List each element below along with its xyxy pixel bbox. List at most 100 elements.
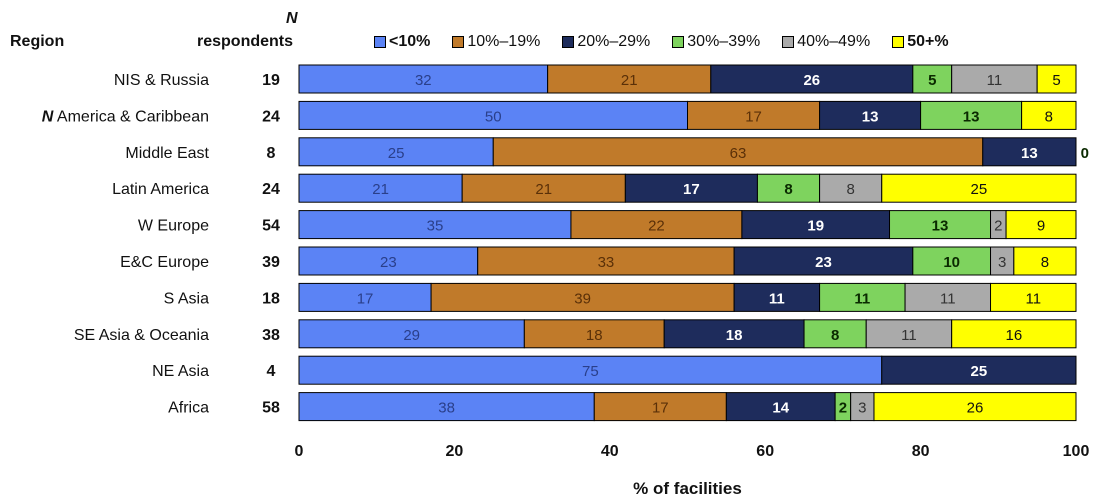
data-label-latin-america-30-39: 8 [784, 181, 792, 198]
data-label-s-asia-50: 11 [1025, 290, 1041, 307]
bar-segment-n-america-and-caribbean-30-39 [920, 100, 1023, 130]
data-label-latin-america-10-19: 21 [535, 181, 552, 198]
data-label-africa-30-39: 2 [839, 400, 847, 417]
legend-label: 40%–49% [797, 33, 871, 50]
legend-label: <10% [389, 33, 431, 50]
data-label-s-asia-10: 17 [357, 290, 374, 307]
respondent-count-middle-east: 8 [267, 145, 276, 162]
x-tick-label-80: 80 [912, 443, 930, 460]
legend-label: 10%–19% [467, 33, 541, 50]
bar-segment-nis-and-russia-30-39 [912, 64, 953, 94]
category-label-ne-asia: NE Asia [152, 363, 209, 380]
category-label-se-asia-and-oceania: SE Asia & Oceania [74, 327, 209, 344]
bar-segment-s-asia-20-29 [733, 282, 821, 312]
bar-segment-middle-east-10-19 [492, 137, 984, 167]
bar-segment-africa-20-29 [725, 392, 836, 422]
category-label-w-europe: W Europe [138, 218, 209, 235]
x-tick-label-40: 40 [601, 443, 619, 460]
legend-label: 50+% [907, 33, 949, 50]
bar-segment-w-europe-20-29 [741, 210, 891, 240]
data-label-s-asia-40-49: 11 [940, 290, 956, 307]
data-label-n-america-and-caribbean-30-39: 13 [963, 108, 980, 125]
bar-segment-middle-east-10 [298, 137, 494, 167]
respondents-header: respondents [197, 33, 294, 50]
bar-segment-s-asia-10 [298, 282, 432, 312]
data-label-n-america-and-caribbean-50: 8 [1045, 108, 1053, 125]
x-tick-label-100: 100 [1063, 443, 1090, 460]
data-label-n-america-and-caribbean-10: 50 [485, 108, 502, 125]
data-label-w-europe-10: 35 [427, 218, 444, 235]
x-axis-label: % of facilities [633, 479, 742, 498]
category-label-middle-east: Middle East [125, 145, 209, 162]
bar-segment-nis-and-russia-40-49 [951, 64, 1038, 94]
bar-segment-w-europe-30-39 [889, 210, 992, 240]
bar-segment-africa-10-19 [593, 392, 727, 422]
bar-segment-n-america-and-caribbean-20-29 [819, 100, 922, 130]
data-label-nis-and-russia-50: 5 [1052, 72, 1060, 89]
data-label-nis-and-russia-30-39: 5 [928, 72, 936, 89]
respondent-count-n-america-and-caribbean: 24 [262, 108, 280, 125]
category-label-africa: Africa [168, 400, 209, 417]
data-label-se-asia-and-oceania-10-19: 18 [586, 327, 603, 344]
bar-segment-eandc-europe-20-29 [733, 246, 914, 276]
legend-item-10-19: 10%–19% [452, 33, 540, 51]
data-label-middle-east-30-39: 0 [1081, 145, 1089, 162]
legend-label: 30%–39% [687, 33, 761, 50]
data-label-eandc-europe-30-39: 10 [943, 254, 960, 271]
data-label-se-asia-and-oceania-50: 16 [1005, 327, 1022, 344]
respondent-count-africa: 58 [262, 400, 280, 417]
data-label-se-asia-and-oceania-10: 29 [403, 327, 420, 344]
legend-swatch [782, 36, 795, 48]
data-label-africa-10-19: 17 [652, 400, 669, 417]
legend-swatch [562, 36, 575, 48]
x-tick-label-60: 60 [756, 443, 774, 460]
data-label-africa-40-49: 3 [858, 400, 866, 417]
region-header: Region [10, 33, 65, 50]
data-label-eandc-europe-10-19: 33 [598, 254, 615, 271]
bar-segment-n-america-and-caribbean-10 [298, 100, 688, 130]
data-label-nis-and-russia-20-29: 26 [803, 72, 820, 89]
data-label-s-asia-30-39: 11 [854, 290, 870, 307]
bar-segment-eandc-europe-30-39 [912, 246, 992, 276]
bar-segment-se-asia-and-oceania-10 [298, 319, 525, 349]
bar-segment-se-asia-and-oceania-50 [951, 319, 1077, 349]
data-label-se-asia-and-oceania-40-49: 11 [901, 327, 917, 344]
legend-item-10: <10% [374, 33, 430, 51]
data-label-s-asia-10-19: 39 [574, 290, 591, 307]
respondent-count-latin-america: 24 [262, 181, 280, 198]
data-label-w-europe-10-19: 22 [648, 218, 665, 235]
data-label-africa-10: 38 [438, 400, 455, 417]
bar-segment-s-asia-50 [990, 282, 1077, 312]
category-label-n-america-and-caribbean: N America & Caribbean [42, 108, 209, 125]
category-label-eandc-europe: E&C Europe [120, 254, 209, 271]
data-label-latin-america-20-29: 17 [683, 181, 700, 198]
bar-segment-n-america-and-caribbean-50 [1021, 100, 1077, 130]
data-label-nis-and-russia-40-49: 11 [987, 72, 1003, 89]
respondent-count-w-europe: 54 [262, 218, 280, 235]
bar-segment-eandc-europe-10 [298, 246, 479, 276]
data-label-ne-asia-20-29: 25 [971, 363, 988, 380]
data-label-w-europe-30-39: 13 [932, 218, 949, 235]
respondent-count-eandc-europe: 39 [262, 254, 280, 271]
respondent-count-ne-asia: 4 [267, 363, 276, 380]
x-tick-label-20: 20 [446, 443, 464, 460]
legend-item-40-49: 40%–49% [782, 33, 870, 51]
bar-segment-s-asia-40-49 [904, 282, 992, 312]
bar-segment-nis-and-russia-50 [1036, 64, 1077, 94]
data-label-w-europe-20-29: 19 [807, 218, 824, 235]
data-label-se-asia-and-oceania-20-29: 18 [726, 327, 743, 344]
respondent-count-se-asia-and-oceania: 38 [262, 327, 280, 344]
legend-item-50: 50+% [892, 33, 949, 51]
bar-segment-latin-america-10 [298, 173, 463, 203]
bar-segment-ne-asia-10 [298, 355, 883, 385]
bar-segment-w-europe-50 [1005, 210, 1077, 240]
bar-segment-se-asia-and-oceania-40-49 [865, 319, 953, 349]
bar-segment-se-asia-and-oceania-30-39 [803, 319, 867, 349]
data-label-middle-east-20-29: 13 [1021, 145, 1038, 162]
data-label-middle-east-10: 25 [388, 145, 405, 162]
legend-swatch [892, 36, 905, 48]
data-label-africa-50: 26 [967, 400, 984, 417]
bar-segment-latin-america-10-19 [461, 173, 626, 203]
data-label-eandc-europe-50: 8 [1041, 254, 1049, 271]
